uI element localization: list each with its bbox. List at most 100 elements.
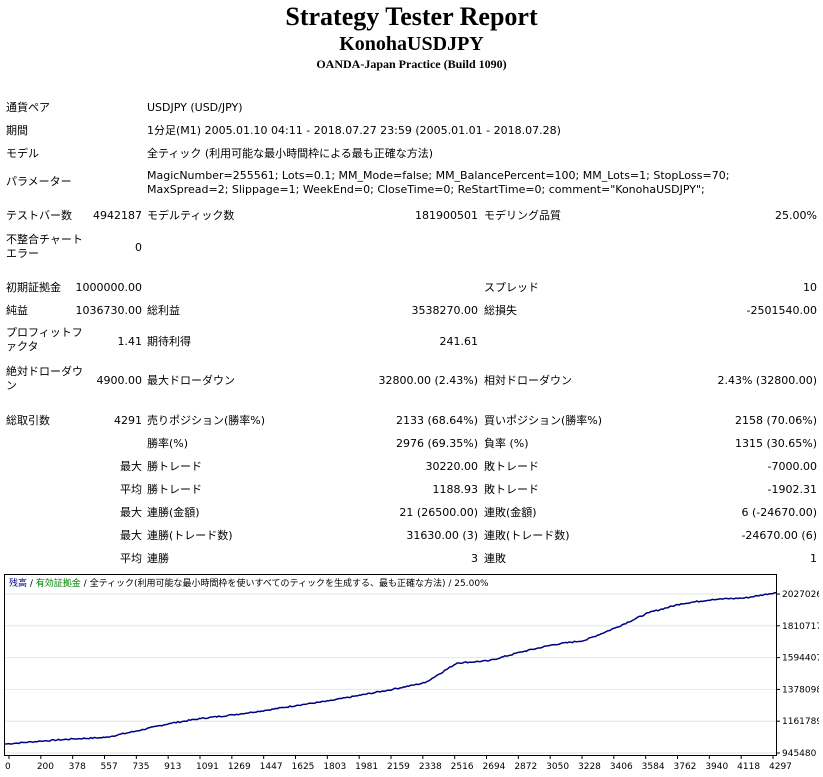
bars-label: テストバー数 [6,209,72,222]
short-label: 売りポジション(勝率%) [147,414,266,427]
y-tick-label: 945480 [782,749,817,759]
x-tick-label: 2159 [387,762,410,772]
legend-quality: 25.00% [454,579,489,589]
legend-model: 全ティック(利用可能な最小時間枠を使いすべてのティックを生成する、最も正確な方法… [90,577,446,589]
x-tick-label: 557 [101,762,118,772]
server-name: OANDA-Japan Practice (Build 1090) [316,57,507,71]
x-tick-label: 735 [132,762,149,772]
x-axis: 0 200 378 557 735 913 1091 1269 1447 1625 1803 1981… [5,755,792,772]
mismatch-label: 不整合チャートエラー [6,233,83,260]
x-tick-label: 3940 [705,762,728,772]
avg-win-label: 勝トレード [147,483,202,496]
legend-sep2: / [81,579,90,589]
params-label: パラメーター [6,175,72,188]
total-label: 総取引数 [6,414,50,427]
ticks-value: 181900501 [415,209,478,222]
period-value: 1分足(M1) 2005.01.10 04:11 - 2018.07.27 23… [147,124,561,137]
x-tick-label: 2338 [419,762,442,772]
plot-frame [4,574,777,756]
maxcp-value: 31630.00 (3) [406,529,478,542]
netprofit-value: 1036730.00 [75,304,142,317]
expected-value: 241.61 [439,335,479,348]
x-tick-label: 1981 [355,762,378,772]
x-tick-label: 2872 [514,762,537,772]
avgcw-label: 連勝 [147,552,169,565]
total-value: 4291 [114,414,142,427]
period-label: 期間 [6,124,28,137]
x-tick-label: 3762 [674,762,697,772]
model-value: 全ティック (利用可能な最小時間枠による最も正確な方法) [147,147,434,160]
x-tick-label: 1269 [228,762,251,772]
ea-name: KonohaUSDJPY [339,33,484,55]
reldd-label: 相対ドローダウン [484,374,572,387]
maxcl-label: 連敗(金額) [484,506,537,519]
balance-line [4,591,777,745]
x-tick-label: 200 [37,762,54,772]
y-tick-label: 1594407 [782,654,819,664]
maxcw-value: 21 (26500.00) [399,506,478,519]
maxdd-value: 32800.00 (2.43%) [378,374,478,387]
netprofit-label: 純益 [6,304,28,317]
maxcw-label: 連勝(金額) [147,506,200,519]
grossloss-label: 総損失 [484,304,517,317]
spread-value: 10 [803,281,817,294]
x-tick-label: 2694 [483,762,506,772]
max-label: 最大 [120,460,142,473]
long-value: 2158 (70.06%) [734,414,817,427]
grossprofit-label: 総利益 [147,304,180,317]
x-tick-label: 913 [164,762,181,772]
max-label-2: 最大 [120,506,142,519]
avg-label: 平均 [120,483,142,496]
deposit-label: 初期証拠金 [6,281,61,294]
x-tick-label: 3584 [642,762,665,772]
balance-chart: 残高 / 有効証拠金 / 全ティック(利用可能な最小時間枠を使いすべてのティック… [4,574,819,772]
pf-value: 1.41 [117,335,143,348]
params-value: MagicNumber=255561; Lots=0.1; MM_Mode=fa… [147,169,730,196]
largest-win-value: 30220.00 [425,460,479,473]
avgcl-value: 1 [810,552,817,565]
x-tick-label: 3050 [546,762,569,772]
legend-sep3: / [446,579,455,589]
long-label: 買いポジション(勝率%) [484,414,603,427]
symbol-label: 通貨ペア [6,101,50,114]
win-value: 2976 (69.35%) [395,437,478,450]
x-tick-label: 378 [69,762,86,772]
maxcl-value: 6 (-24670.00) [741,506,817,519]
grossprofit-value: 3538270.00 [411,304,478,317]
max-label-3: 最大 [120,529,142,542]
maxcls-label: 連敗(トレード数) [484,529,570,542]
y-tick-label: 1810717 [782,622,819,632]
quality-label: モデリング品質 [484,209,561,222]
absdd-label: 絶対ドローダウン [6,365,83,392]
chart-legend: 残高 / 有効証拠金 / 全ティック(利用可能な最小時間枠を使いすべてのティック… [9,577,489,589]
x-tick-label: 4297 [769,762,792,772]
x-tick-label: 3228 [578,762,601,772]
loss-value: 1315 (30.65%) [734,437,817,450]
legend-sep1: / [27,579,36,589]
avg-loss-label: 敗トレード [484,483,539,496]
maxcls-value: -24670.00 (6) [741,529,817,542]
y-tick-label: 1378098 [782,685,819,695]
grossloss-value: -2501540.00 [746,304,817,317]
expected-label: 期待利得 [147,335,191,348]
win-label: 勝率(%) [147,437,189,450]
legend-balance: 残高 [9,577,27,589]
report-title: Strategy Tester Report [285,2,538,31]
x-tick-label: 1091 [196,762,219,772]
spread-label: スプレッド [484,281,539,294]
y-tick-label: 2027026 [782,590,819,600]
quality-value: 25.00% [775,209,817,222]
largest-win-label: 勝トレード [147,460,202,473]
bars-value: 4942187 [93,209,142,222]
largest-loss-value: -7000.00 [767,460,817,473]
chart-grid [5,593,776,754]
x-tick-label: 1625 [292,762,315,772]
x-tick-label: 4118 [737,762,760,772]
avgcw-value: 3 [471,552,478,565]
model-label: モデル [6,147,39,160]
y-tick-label: 1161789 [782,717,819,727]
x-tick-label: 0 [5,762,11,772]
ticks-label: モデルティック数 [147,209,235,222]
x-tick-label: 1803 [323,762,346,772]
mismatch-value: 0 [135,241,142,254]
